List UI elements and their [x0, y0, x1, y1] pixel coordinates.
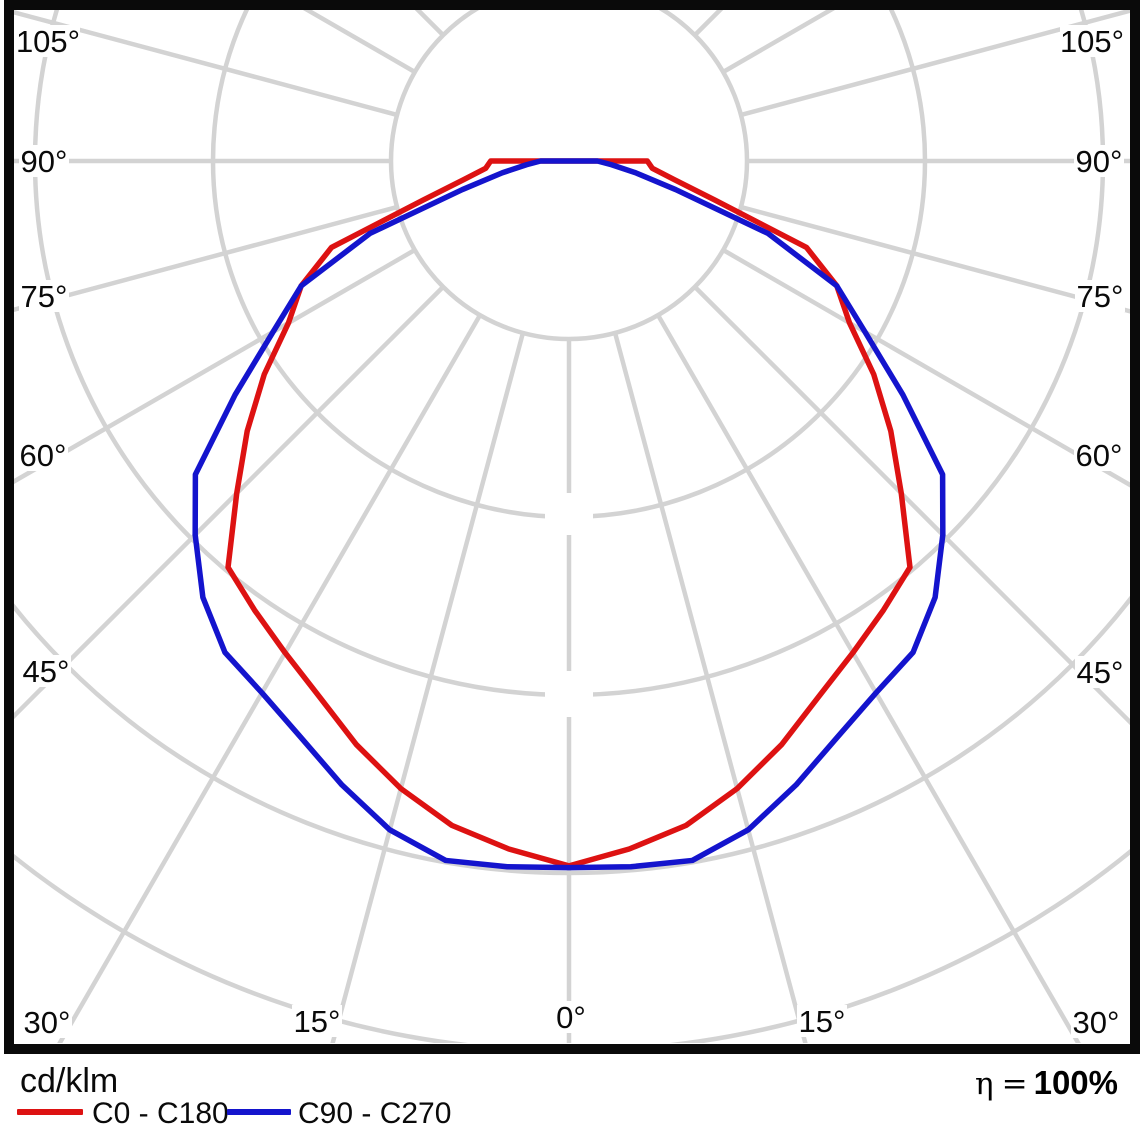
legend-label-c90-c270: C90 - C270 — [298, 1097, 452, 1130]
eta-symbol: η — [975, 1066, 994, 1102]
efficiency-readout: η = 100% — [975, 1064, 1118, 1102]
angle-label: 30° — [1073, 1005, 1120, 1040]
grid-radial-line — [656, 314, 1081, 1043]
legend-label-c0-c180: C0 - C180 — [92, 1097, 229, 1130]
grid-radial-line — [13, 204, 398, 313]
unit-label: cd/klm — [20, 1062, 119, 1100]
angle-label-bg — [1074, 439, 1124, 471]
angle-label-bg — [1075, 280, 1125, 312]
angle-label: 45° — [1077, 655, 1124, 690]
eta-equals: = — [1001, 1066, 1028, 1102]
angle-label-bg — [22, 1006, 72, 1038]
eta-value: 100% — [1033, 1064, 1118, 1101]
angle-label-bg — [797, 1005, 847, 1037]
grid-radial-line — [57, 314, 482, 1043]
polar-chart: 105° 90° 75° 60° 45° 105° 90° 75° 60° 45° 30° 15° 0°… — [4, 0, 1140, 1054]
angle-label: 75° — [1077, 279, 1124, 314]
angle-label: 90° — [21, 144, 68, 179]
angle-label-bg — [16, 25, 80, 57]
angle-label-bg — [18, 439, 68, 471]
plot-border — [4, 0, 1140, 1054]
angle-label-bg — [21, 655, 71, 687]
angle-label-bg — [1071, 1006, 1121, 1038]
angle-label-bg — [1074, 145, 1124, 177]
angle-label: 45° — [23, 654, 70, 689]
angle-label-bg — [19, 280, 69, 312]
grid-radial-line — [13, 285, 445, 721]
grid-radial-line — [693, 285, 1131, 727]
grid-radial-line — [330, 332, 526, 1043]
plot-area: 105° 90° 75° 60° 45° 105° 90° 75° 60° 45° 30° 15° 0°… — [13, 9, 1131, 1043]
grid-gap-mask — [545, 493, 593, 535]
grid-radial-line — [13, 248, 416, 485]
angle-label: 105° — [1060, 24, 1124, 59]
grid-radial-line — [612, 332, 808, 1043]
angle-label-bg — [292, 1005, 342, 1037]
angle-label: 105° — [16, 24, 80, 59]
grid-radial-line — [722, 248, 1131, 489]
angle-label: 0° — [556, 1000, 586, 1035]
grid-radial-line — [740, 204, 1131, 314]
angle-label: 15° — [294, 1004, 341, 1039]
angle-label-bg — [1060, 25, 1124, 57]
legend-swatch-c0-c180 — [17, 1109, 83, 1115]
grid-radial-line — [740, 9, 1131, 118]
grid-gap-mask — [545, 671, 593, 717]
angle-label: 60° — [20, 438, 67, 473]
grid-radial-line — [13, 9, 398, 118]
angle-label: 75° — [21, 279, 68, 314]
angle-label: 60° — [1076, 438, 1123, 473]
angle-label: 30° — [24, 1005, 71, 1040]
angle-label: 90° — [1076, 144, 1123, 179]
angle-label: 15° — [799, 1004, 846, 1039]
angle-label-bg — [19, 145, 69, 177]
legend-swatch-c90-c270 — [227, 1109, 291, 1115]
angle-label-bg — [553, 1001, 589, 1033]
angle-label-bg — [1075, 656, 1125, 688]
curve-c90-c270 — [192, 158, 946, 871]
